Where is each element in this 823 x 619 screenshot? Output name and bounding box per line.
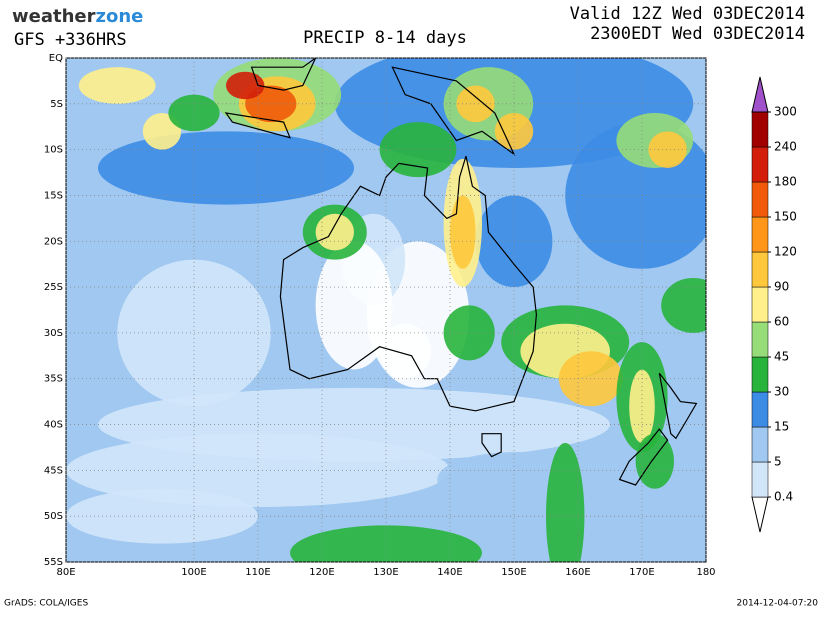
colorbar-swatch	[751, 391, 769, 428]
precip-area	[456, 85, 495, 123]
axes: 80E 100E 110E 120E 130E 140E 150E 160E 170E 180 EQ…	[44, 53, 716, 578]
lat-tick-label: 20S	[44, 236, 63, 247]
lon-tick-label: 110E	[245, 567, 270, 578]
coastline	[481, 433, 502, 458]
colorbar-swatch	[751, 356, 769, 393]
lat-tick-label: 45S	[44, 465, 63, 476]
precip-area	[443, 305, 495, 361]
colorbar-label: 120	[774, 245, 797, 259]
precip-area	[450, 195, 476, 269]
precip-area	[648, 131, 687, 168]
precip-area	[546, 442, 585, 562]
lon-tick-label: 150E	[501, 567, 526, 578]
colorbar-swatch	[751, 181, 769, 218]
lat-tick-label: 10S	[44, 145, 63, 156]
lat-tick-label: EQ	[49, 53, 63, 64]
colorbar-label: 300	[774, 105, 797, 119]
model-label: GFS +336HRS	[14, 30, 127, 50]
colorbar-swatch	[751, 426, 769, 463]
coastline	[618, 428, 669, 486]
precip-area	[315, 241, 393, 370]
lat-tick-label: 55S	[44, 557, 63, 568]
coastline	[279, 155, 538, 412]
precip-area	[78, 67, 156, 104]
precip-area	[226, 71, 265, 100]
colorbar-label: 15	[774, 420, 789, 434]
precip-area	[168, 94, 220, 132]
precip-area	[379, 323, 431, 379]
colorbar-low-triangle	[751, 496, 769, 533]
colorbar-label: 45	[774, 350, 789, 364]
lat-tick-label: 5S	[50, 99, 63, 110]
lon-tick-label: 100E	[181, 567, 206, 578]
lon-tick-label: 180	[696, 567, 715, 578]
lon-tick-label: 80E	[56, 567, 75, 578]
precip-area	[494, 112, 534, 150]
logo-weather: weather	[12, 6, 96, 27]
logo-zone: zone	[96, 6, 144, 27]
colorbar-swatch	[751, 216, 769, 253]
colorbar-swatch	[751, 146, 769, 183]
colorbar-swatch	[751, 111, 769, 148]
colorbar-swatch	[751, 461, 769, 498]
colorbar-label: 150	[774, 210, 797, 224]
coastline	[224, 112, 292, 139]
timestamp: 2014-12-04-07:20	[737, 599, 819, 609]
coastline	[250, 58, 317, 91]
lat-tick-label: 50S	[44, 511, 63, 522]
map-area	[66, 58, 706, 562]
valid-time: Valid 12Z Wed 03DEC2014	[570, 4, 805, 24]
lon-tick-label: 120E	[309, 567, 334, 578]
precip-area	[142, 112, 182, 150]
lat-tick-label: 35S	[44, 374, 63, 385]
colorbar-swatch	[751, 286, 769, 323]
colorbar: 0.4 5 15 30 45 60 90 120 150 180 240 300	[751, 76, 797, 533]
lat-tick-label: 15S	[44, 190, 63, 201]
colorbar-label: 0.4	[774, 490, 793, 504]
colorbar-label: 5	[774, 455, 782, 469]
precip-area	[315, 213, 354, 251]
lon-tick-label: 160E	[565, 567, 590, 578]
precip-area	[98, 131, 354, 205]
colorbar-swatch	[751, 321, 769, 358]
colorbar-label: 30	[774, 385, 789, 399]
credit: GrADS: COLA/IGES	[4, 599, 88, 609]
logo: weatherzone	[12, 6, 143, 27]
colorbar-label: 60	[774, 315, 789, 329]
lat-tick-label: 40S	[44, 420, 63, 431]
precip-area	[290, 525, 482, 562]
precip-area	[661, 277, 706, 333]
map-title: PRECIP 8-14 days	[303, 28, 467, 48]
lat-tick-label: 30S	[44, 328, 63, 339]
lon-tick-label: 140E	[437, 567, 462, 578]
colorbar-label: 90	[774, 280, 789, 294]
colorbar-label: 180	[774, 175, 797, 189]
precip-area	[635, 433, 674, 489]
colorbar-high-triangle	[751, 76, 769, 113]
lon-tick-label: 170E	[629, 567, 654, 578]
coastline	[658, 372, 698, 440]
colorbar-label: 240	[774, 140, 797, 154]
lat-tick-label: 25S	[44, 282, 63, 293]
colorbar-swatch	[751, 251, 769, 288]
coastline	[391, 66, 516, 157]
local-time: 2300EDT Wed 03DEC2014	[590, 24, 805, 44]
lon-tick-label: 130E	[373, 567, 398, 578]
